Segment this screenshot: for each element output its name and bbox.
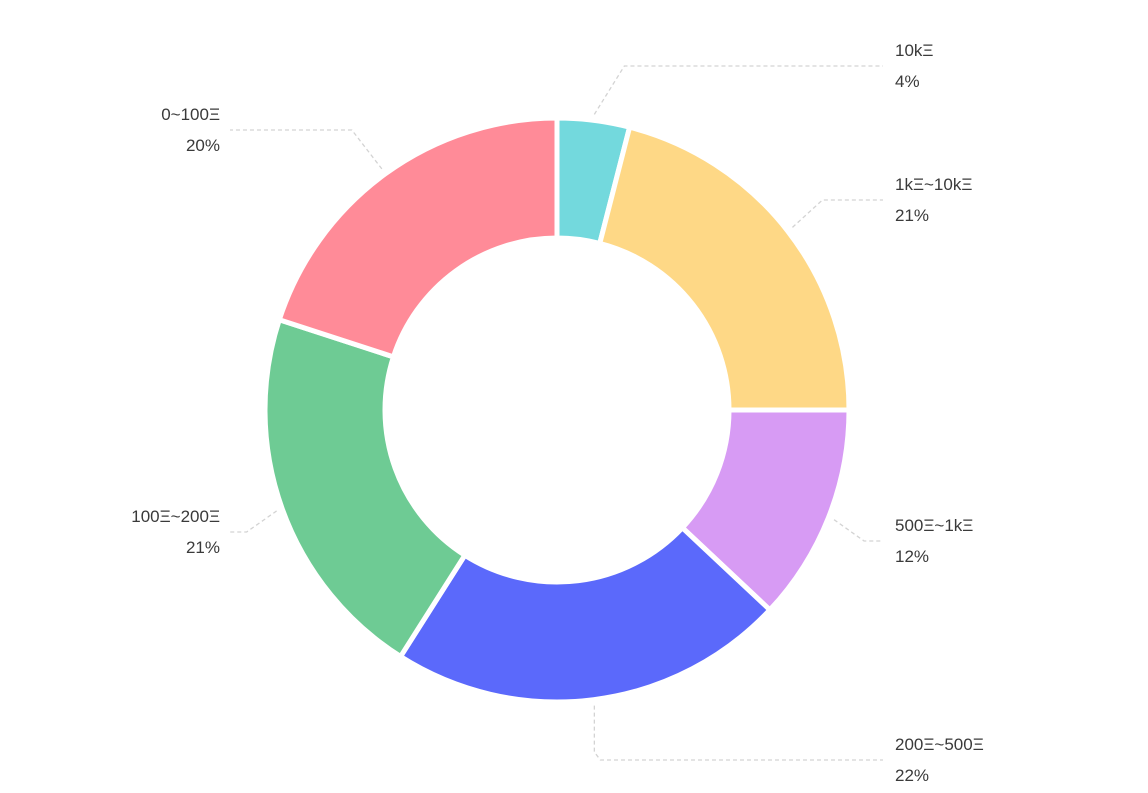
slice-value-0-100: 20% — [186, 136, 220, 155]
slice-labels: 10kΞ 4% 1kΞ~10kΞ 21% 500Ξ~1kΞ 12% 200Ξ~500Ξ 22%… — [131, 41, 984, 785]
slice-value-1k-10k: 21% — [895, 206, 929, 225]
slice-value-200-500: 22% — [895, 766, 929, 785]
slice-value-10k: 4% — [895, 72, 920, 91]
leader-1k-10k — [792, 199, 883, 228]
slice-label-100-200: 100Ξ~200Ξ — [131, 507, 220, 526]
slice-value-500-1k: 12% — [895, 547, 929, 566]
slice-label-200-500: 200Ξ~500Ξ — [895, 735, 984, 754]
slice-label-1k-10k: 1kΞ~10kΞ — [895, 175, 972, 194]
leader-200-500 — [593, 705, 883, 761]
slice-1k-10k — [597, 124, 852, 413]
leader-500-1k — [833, 519, 883, 542]
slice-label-10k: 10kΞ — [895, 41, 933, 60]
slice-value-100-200: 21% — [186, 538, 220, 557]
slice-200-500 — [398, 525, 773, 705]
donut-slices — [262, 115, 852, 705]
slice-0-100 — [276, 115, 560, 360]
leader-0-100 — [230, 129, 383, 170]
slice-100-200 — [262, 317, 468, 660]
leader-100-200 — [230, 510, 277, 533]
slice-label-0-100: 0~100Ξ — [161, 105, 220, 124]
label-leader-lines — [230, 65, 883, 761]
slice-label-500-1k: 500Ξ~1kΞ — [895, 516, 973, 535]
leader-10k — [593, 65, 883, 115]
